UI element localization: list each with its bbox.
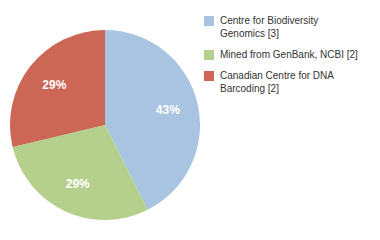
svg-text:29%: 29% bbox=[66, 177, 90, 191]
svg-text:29%: 29% bbox=[42, 78, 66, 92]
html-text:Centre for Biodiversity: Centre for Biodiversity bbox=[220, 15, 319, 26]
html-text:Canadian Centre for DNA: Canadian Centre for DNA bbox=[220, 70, 334, 81]
svg-text:43%: 43% bbox=[156, 103, 180, 117]
html-text:Genomics [3]: Genomics [3] bbox=[220, 28, 279, 39]
html-text:Barcoding [2]: Barcoding [2] bbox=[220, 83, 279, 94]
html-text:Mined from GenBank, NCBI [2]: Mined from GenBank, NCBI [2] bbox=[220, 49, 358, 60]
